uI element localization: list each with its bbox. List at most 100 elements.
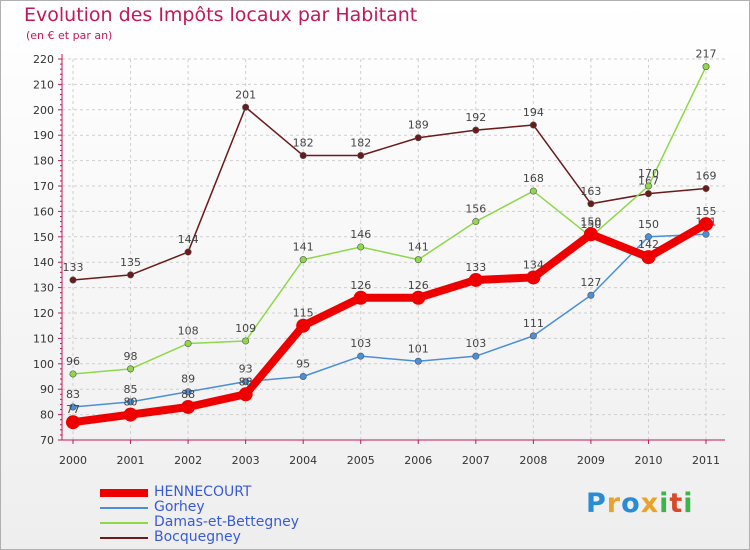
data-point-bocquegney (529, 121, 537, 129)
series-line-bocquegney (72, 106, 707, 281)
data-point-bocquegney (357, 152, 365, 160)
x-tick-label: 2011 (692, 454, 720, 467)
legend-label: Gorhey (154, 499, 205, 515)
data-point-gorhey (69, 403, 77, 411)
legend-label: Damas-et-Bettegney (154, 514, 300, 530)
y-tick-label: 110 (33, 332, 54, 345)
data-point-gorhey (472, 352, 480, 360)
data-point-damas-et-bettegney (299, 256, 307, 264)
chart-title: Evolution des Impôts locaux par Habitant (24, 4, 418, 26)
data-point-bocquegney (242, 103, 250, 111)
data-label-gorhey: 83 (66, 388, 80, 401)
legend-swatch (100, 537, 148, 539)
data-point-bocquegney (299, 152, 307, 160)
data-label-damas-et-bettegney: 168 (523, 172, 544, 185)
legend-swatch (100, 489, 148, 497)
data-label-bocquegney: 169 (696, 170, 717, 183)
data-point-bocquegney (587, 200, 595, 208)
logo-letter: P (586, 488, 607, 519)
data-label-hennecourt: 80 (124, 396, 138, 409)
x-tick-label: 2010 (634, 454, 662, 467)
data-point-bocquegney (127, 271, 135, 279)
data-point-bocquegney (184, 248, 192, 256)
y-tick-label: 180 (33, 155, 54, 168)
logo-letter: i (659, 488, 670, 519)
data-label-damas-et-bettegney: 98 (124, 350, 138, 363)
x-tick-label: 2005 (347, 454, 375, 467)
data-point-gorhey (702, 230, 710, 238)
data-label-damas-et-bettegney: 141 (408, 241, 429, 254)
x-tick-label: 2007 (462, 454, 490, 467)
data-point-hennecourt (411, 290, 426, 305)
y-tick-label: 80 (40, 409, 54, 422)
data-label-hennecourt: 134 (523, 258, 544, 271)
y-tick-label: 170 (33, 180, 54, 193)
data-label-hennecourt: 88 (239, 375, 253, 388)
data-point-hennecourt (526, 270, 541, 285)
data-point-damas-et-bettegney (472, 218, 480, 226)
logo-letter: x (640, 488, 660, 519)
x-tick-label: 2003 (232, 454, 260, 467)
data-point-gorhey (127, 398, 135, 406)
logo-letter: i (683, 488, 694, 519)
data-label-gorhey: 95 (296, 358, 310, 371)
legend-label: Bocquegney (154, 529, 241, 545)
data-label-hennecourt: 88 (181, 388, 195, 401)
logo-letter: o (621, 488, 641, 519)
data-label-bocquegney: 192 (465, 111, 486, 124)
data-label-damas-et-bettegney: 108 (178, 324, 199, 337)
data-point-hennecourt (181, 399, 196, 414)
data-label-bocquegney: 189 (408, 119, 429, 132)
data-label-bocquegney: 182 (350, 137, 371, 150)
data-label-damas-et-bettegney: 141 (293, 241, 314, 254)
proxiti-logo: Proxiti (586, 488, 694, 519)
legend-swatch (100, 507, 148, 509)
x-tick-label: 2004 (289, 454, 317, 467)
legend-label: HENNECOURT (154, 484, 252, 500)
data-point-gorhey (184, 388, 192, 396)
data-label-hennecourt: 150 (580, 215, 601, 228)
data-point-gorhey (587, 291, 595, 299)
data-label-hennecourt: 126 (408, 279, 429, 292)
data-label-bocquegney: 194 (523, 106, 544, 119)
x-tick-label: 2009 (577, 454, 605, 467)
line-chart: 7080901001101201301401501601701801902002… (33, 48, 725, 467)
data-label-damas-et-bettegney: 146 (350, 228, 371, 241)
data-point-hennecourt (353, 290, 368, 305)
y-tick-label: 70 (40, 434, 54, 447)
data-point-bocquegney (702, 185, 710, 193)
data-point-hennecourt (583, 227, 598, 242)
data-point-damas-et-bettegney (644, 182, 652, 190)
data-label-damas-et-bettegney: 170 (638, 167, 659, 180)
data-label-gorhey: 103 (465, 337, 486, 350)
data-point-damas-et-bettegney (702, 63, 710, 71)
y-tick-label: 130 (33, 282, 54, 295)
data-label-bocquegney: 167 (638, 175, 659, 188)
data-label-gorhey: 85 (124, 383, 138, 396)
data-point-gorhey (357, 352, 365, 360)
data-label-gorhey: 127 (580, 276, 601, 289)
y-tick-label: 160 (33, 205, 54, 218)
data-label-gorhey: 101 (408, 342, 429, 355)
data-point-bocquegney (472, 126, 480, 134)
data-point-gorhey (414, 357, 422, 365)
data-point-hennecourt (296, 318, 311, 333)
data-label-hennecourt: 115 (293, 307, 314, 320)
data-label-bocquegney: 163 (580, 185, 601, 198)
data-label-bocquegney: 144 (178, 233, 199, 246)
data-point-damas-et-bettegney (414, 256, 422, 264)
data-point-bocquegney (414, 134, 422, 142)
data-point-damas-et-bettegney (357, 243, 365, 251)
series-line-gorhey (72, 233, 707, 408)
data-point-damas-et-bettegney (69, 370, 77, 378)
legend-swatch (100, 522, 148, 524)
logo-letter: r (606, 488, 622, 519)
data-point-hennecourt (468, 272, 483, 287)
x-tick-label: 2002 (174, 454, 202, 467)
data-label-damas-et-bettegney: 96 (66, 355, 80, 368)
data-point-gorhey (299, 372, 307, 380)
y-tick-label: 220 (33, 53, 54, 66)
data-point-gorhey (242, 378, 250, 386)
data-label-bocquegney: 201 (235, 88, 256, 101)
data-label-bocquegney: 182 (293, 137, 314, 150)
